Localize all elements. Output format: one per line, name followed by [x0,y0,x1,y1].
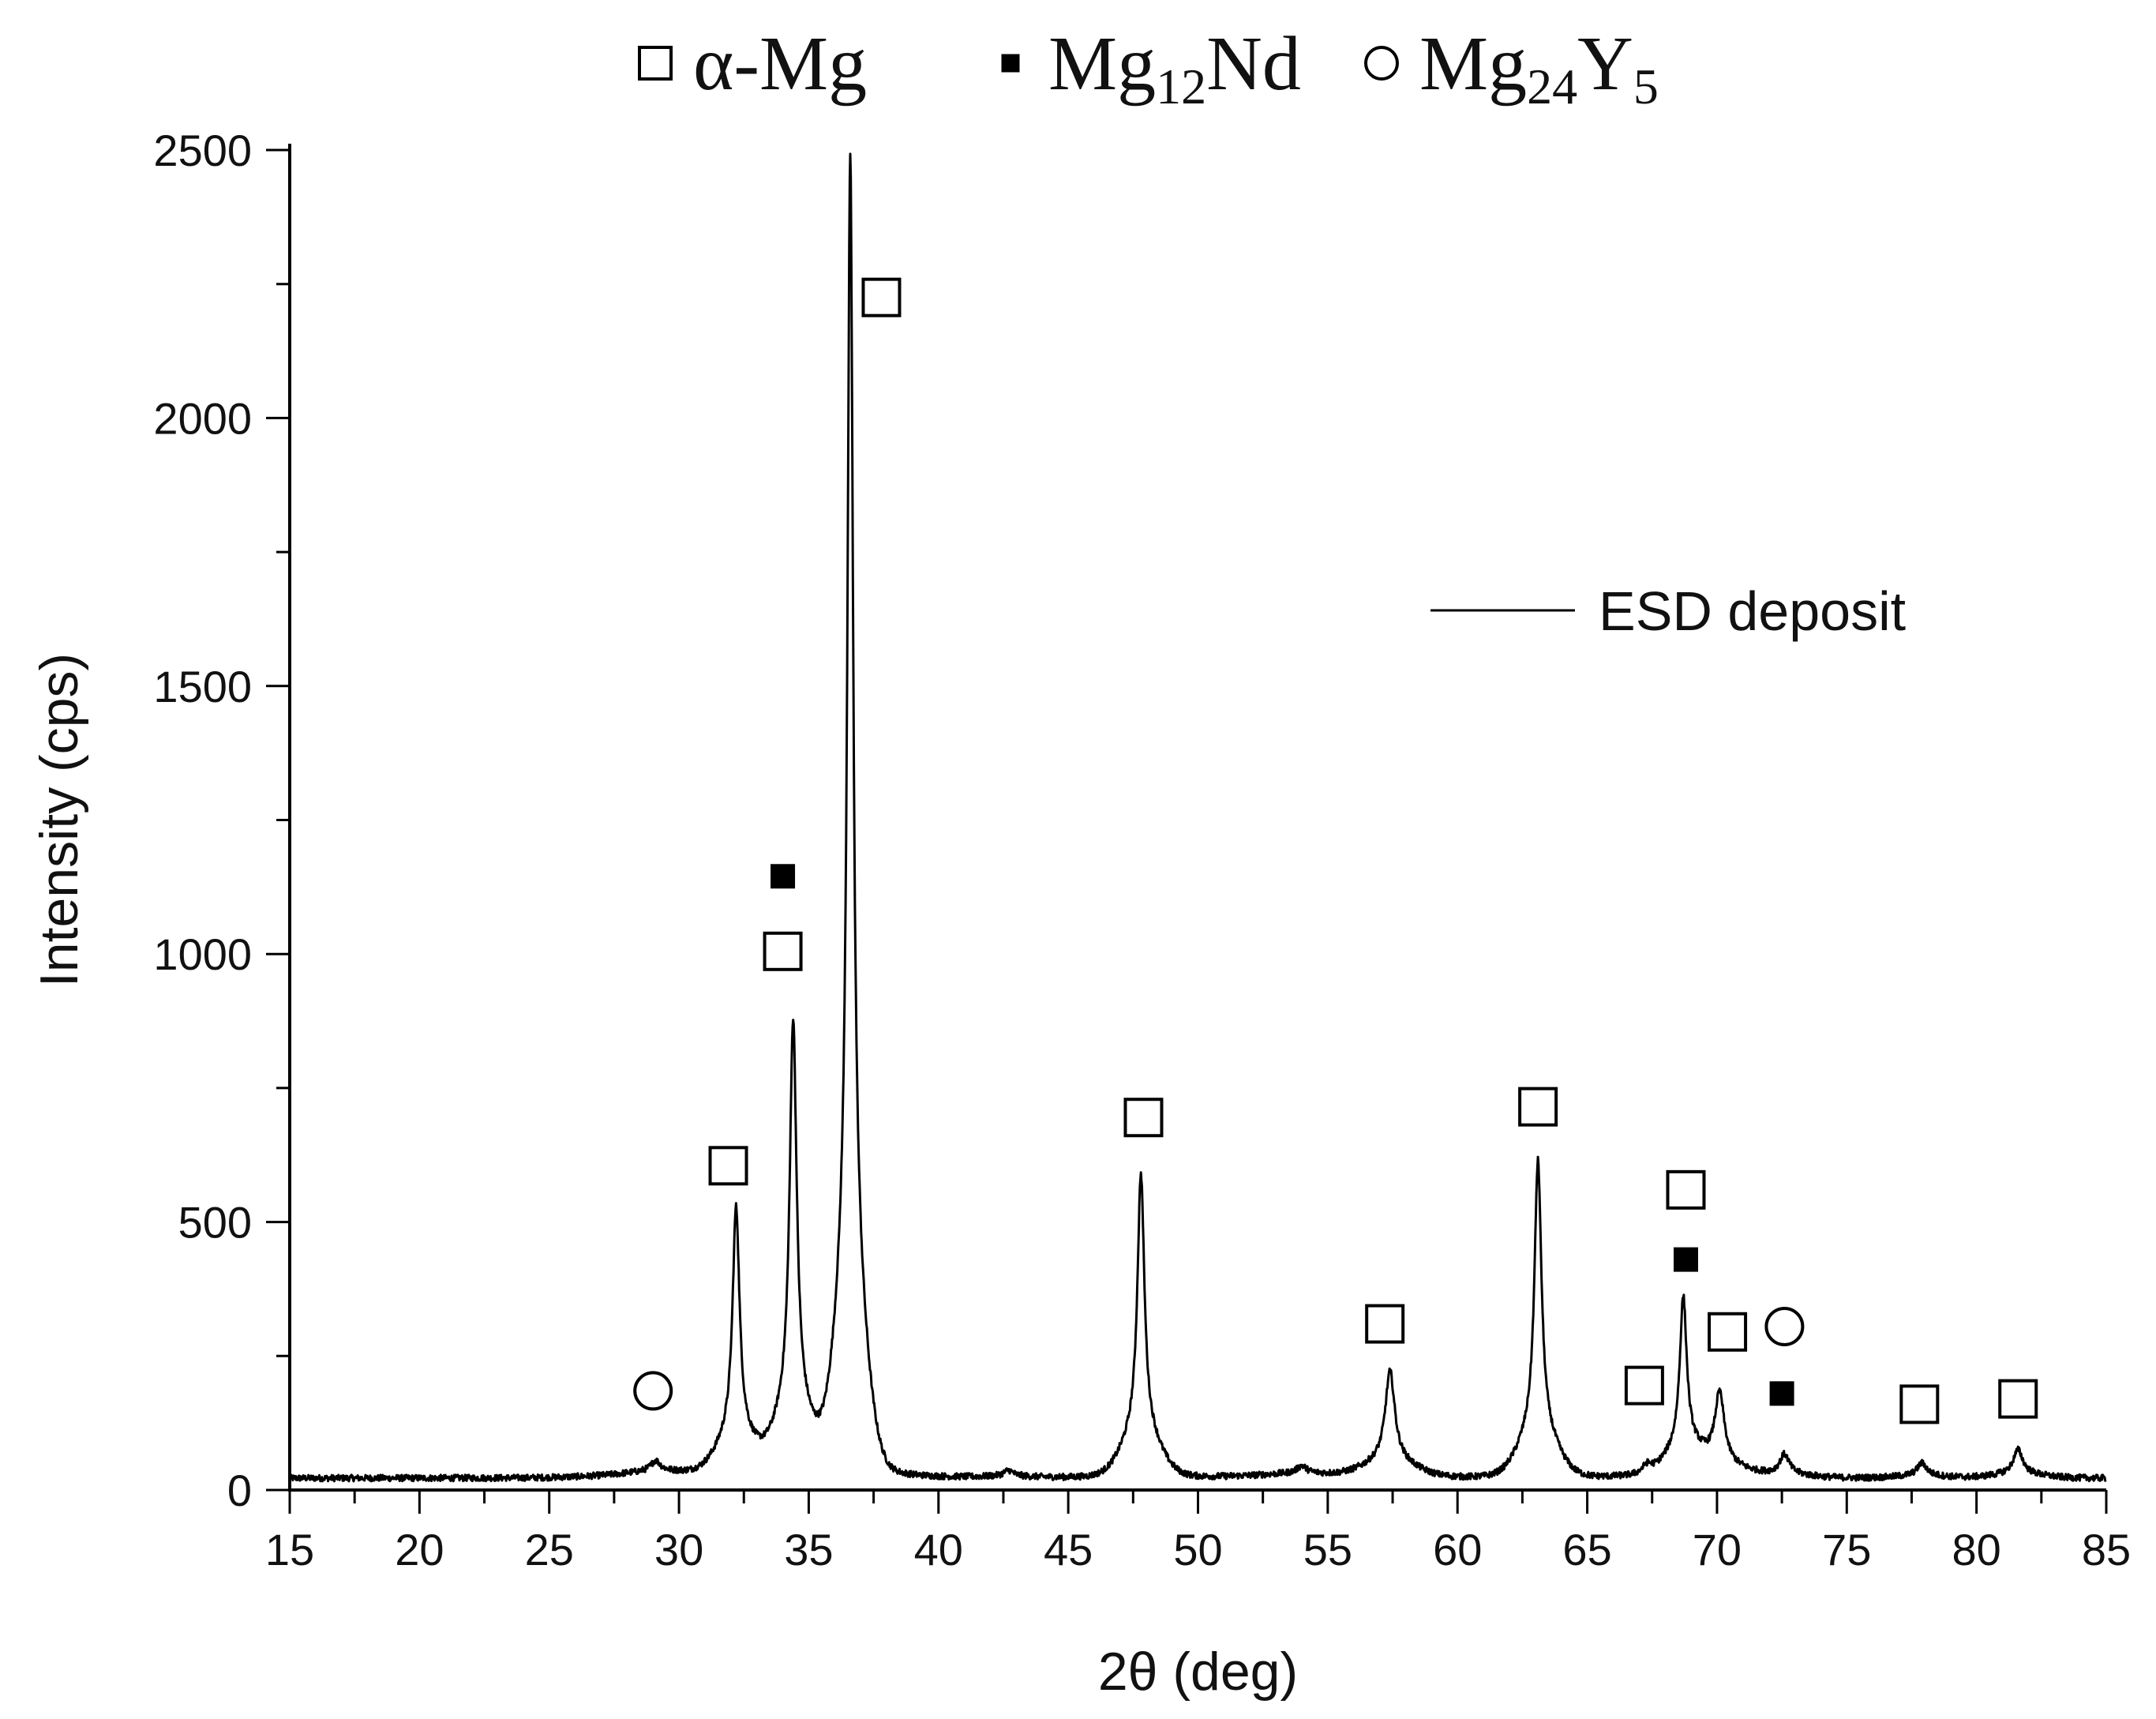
series-layer [288,152,2107,1483]
axes: 15 20 25 30 35 40 45 50 55 60 65 70 75 80 85 0 500 1000 15… [153,126,2131,1574]
y-tick-label: 0 [227,1466,252,1515]
phase-legend-label: Mg12Nd [1048,21,1301,114]
y-axis-label: Intensity (cps) [29,653,89,987]
peak-marker-open-square [1708,1312,1748,1352]
phase-legend-item: α-Mg [638,21,867,107]
x-tick-label: 65 [1562,1525,1611,1574]
y-tick-label: 1000 [153,929,252,979]
x-tick-label: 15 [265,1525,314,1574]
legend-symbol-filled-square [1001,54,1020,73]
x-tick-label: 60 [1433,1525,1482,1574]
x-tick-label: 35 [784,1525,833,1574]
peak-marker-open-circle [633,1371,673,1411]
peak-marker-open-square [763,931,803,971]
x-tick-label: 80 [1952,1525,2000,1574]
peak-marker-open-square [1123,1098,1164,1138]
x-axis-label: 2θ (deg) [1098,1642,1298,1702]
peak-marker-open-square [708,1146,748,1186]
x-tick-label: 45 [1044,1525,1093,1574]
phase-legend-item: Mg24Y5 [1364,21,1659,114]
x-tick-label: 70 [1693,1525,1742,1574]
x-tick-label: 75 [1822,1525,1871,1574]
x-tick-label: 40 [914,1525,963,1574]
phase-legend-label: α-Mg [693,21,867,107]
series-line-esd-deposit [288,152,2107,1483]
phase-legend-label: Mg24Y5 [1419,21,1659,114]
x-tick-label: 50 [1173,1525,1222,1574]
formula-subscript: 24 [1527,58,1577,114]
legend-symbol-open-circle [1364,46,1399,81]
y-tick-label: 500 [178,1198,252,1248]
series-legend: ESD deposit [1430,580,1906,642]
formula-text: Nd [1206,21,1301,107]
phase-legend-item: Mg12Nd [1001,21,1301,114]
peak-marker-open-square [1899,1384,1940,1424]
peak-marker-filled-square [1769,1381,1794,1406]
formula-subscript: 5 [1633,58,1659,114]
y-tick-label: 2500 [153,126,252,175]
peak-marker-open-circle [1764,1306,1805,1346]
peak-marker-open-square [1998,1379,2038,1419]
formula-text: Mg [1048,21,1156,107]
peak-marker-layer [633,277,2038,1424]
peak-marker-open-square [1624,1365,1664,1406]
formula-text: Mg [1419,21,1527,107]
peak-marker-open-square [1365,1304,1405,1344]
y-tick-label: 1500 [153,662,252,711]
phase-legend: α-Mg Mg12Nd Mg24Y5 [638,21,1659,114]
x-tick-label: 25 [525,1525,574,1574]
x-tick-label: 55 [1303,1525,1352,1574]
y-tick-label: 2000 [153,393,252,443]
peak-marker-filled-square [1673,1247,1698,1272]
peak-marker-open-square [861,277,902,317]
formula-text: α-Mg [693,21,867,107]
legend-symbol-open-square [638,46,673,81]
formula-subscript: 12 [1156,58,1206,114]
x-tick-label: 30 [654,1525,703,1574]
peak-marker-open-square [1518,1087,1558,1127]
peak-marker-open-square [1666,1169,1706,1210]
peak-marker-filled-square [771,864,796,889]
x-tick-label: 20 [395,1525,444,1574]
x-tick-label: 85 [2082,1525,2131,1574]
formula-text: Y [1577,21,1633,107]
series-legend-label: ESD deposit [1599,580,1906,642]
